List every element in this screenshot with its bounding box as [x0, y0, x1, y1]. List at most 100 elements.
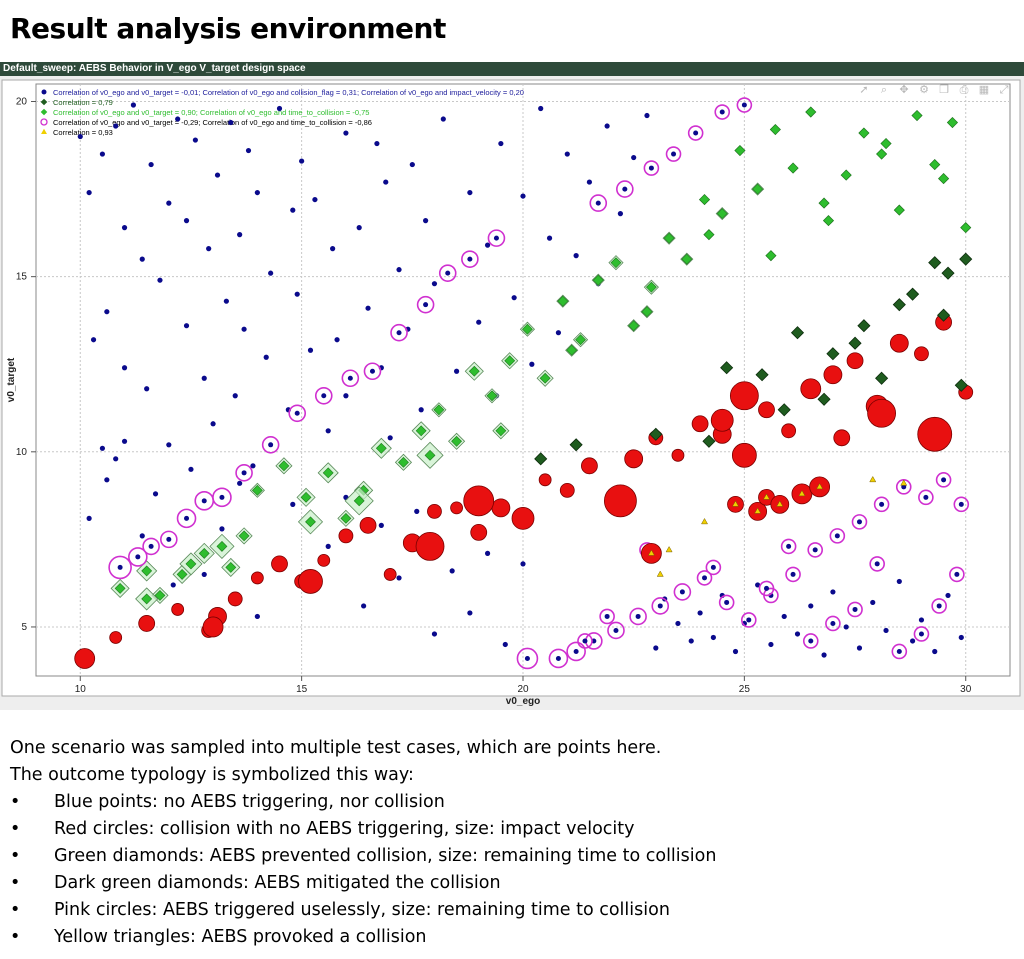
provoked-triangle: [732, 500, 739, 507]
data-point: [918, 617, 925, 623]
useless-ring-center: [635, 613, 641, 619]
useless-ring: [363, 362, 382, 381]
useless-ring: [873, 496, 890, 513]
legend-marker: [41, 128, 47, 134]
data-point: [312, 196, 318, 203]
collision-circle: [731, 442, 757, 468]
useless-ring-center: [954, 571, 960, 577]
useless-ring-center: [166, 536, 172, 542]
prevented-diamond: [663, 232, 675, 244]
print-icon[interactable]: ⎙: [959, 84, 969, 96]
useless-ring: [643, 160, 660, 176]
prevented-diamond: [610, 257, 622, 269]
useless-ring-center: [184, 515, 190, 521]
data-point: [214, 172, 221, 178]
data-point: [883, 627, 889, 634]
mitigated-diamond: [702, 434, 716, 448]
y-tick-label: 10: [16, 447, 28, 458]
prevented-diamond: [424, 449, 436, 461]
useless-ring: [953, 496, 970, 513]
useless-ring: [176, 508, 197, 529]
prevented-diamond: [893, 204, 905, 216]
useless-ring-center: [852, 606, 858, 612]
data-point: [870, 599, 876, 606]
data-point: [414, 508, 420, 514]
mitigated-diamond: [720, 361, 734, 375]
data-point: [467, 189, 473, 196]
prevented-diamond: [251, 484, 263, 496]
useless-ring: [599, 608, 615, 625]
legend-text: Correlation = 0,79: [53, 98, 113, 107]
provoked-triangle: [647, 549, 655, 556]
pan-icon[interactable]: ✥: [899, 84, 909, 96]
description: One scenario was sampled into multiple t…: [10, 735, 1014, 951]
fit-icon[interactable]: ⤢: [999, 84, 1009, 96]
data-point: [511, 295, 517, 301]
provoked-triangle: [701, 517, 709, 525]
prevented-diamond: [225, 561, 237, 573]
prevented-diamond: [353, 495, 365, 507]
useless-ring: [758, 580, 775, 597]
collision-circle: [250, 571, 264, 585]
useless-ring-center: [219, 494, 225, 500]
prevented-diamond: [278, 460, 290, 472]
useless-ring-center: [724, 599, 730, 605]
grid-icon[interactable]: ▦: [978, 84, 990, 96]
useless-ring-center: [719, 109, 725, 115]
data-point: [228, 119, 234, 126]
collision-circle: [227, 591, 243, 607]
chart-toolbar: ➚ ⌕ ✥ ⚙ ❐ ⎙ ▦ ⤢: [856, 82, 1012, 98]
collision-circle: [427, 503, 442, 519]
data-point: [104, 477, 110, 483]
settings-icon[interactable]: ⚙: [919, 84, 929, 96]
pointer-icon[interactable]: ➚: [859, 84, 869, 96]
data-point: [201, 375, 207, 381]
useless-ring: [629, 607, 647, 626]
prevented-diamond: [960, 222, 972, 234]
data-point: [781, 613, 787, 620]
data-point: [166, 200, 172, 206]
scatter-plot[interactable]: Correlation of v0_ego and v0_target = -0…: [0, 76, 1024, 710]
prevented-diamond: [495, 425, 507, 437]
collision-circle: [463, 485, 495, 517]
collision-circle: [710, 408, 734, 432]
prevented-diamond: [641, 306, 653, 318]
useless-ring: [935, 472, 952, 488]
series-triangle: [640, 475, 908, 577]
data-point: [166, 442, 172, 448]
collision-circle: [559, 482, 575, 498]
data-point: [276, 105, 283, 112]
data-point: [294, 291, 300, 297]
bullet-item: Dark green diamonds: AEBS mitigated the …: [10, 870, 1014, 897]
useless-ring: [714, 104, 731, 120]
collision-circle: [383, 568, 397, 581]
legend-marker: [41, 89, 47, 95]
useless-ring: [696, 570, 713, 586]
data-point: [254, 613, 260, 620]
useless-ring-center: [693, 130, 699, 136]
useless-ring: [891, 643, 908, 660]
provoked-triangle: [869, 475, 877, 483]
mitigated-diamond: [755, 368, 769, 382]
prevented-diamond: [938, 173, 950, 185]
useless-ring: [589, 194, 608, 212]
legend-text: Correlation = 0,93: [53, 128, 113, 137]
zoom-icon[interactable]: ⌕: [880, 84, 888, 96]
useless-ring-center: [671, 151, 677, 157]
provoked-triangle: [900, 479, 908, 486]
collision-circle: [271, 555, 288, 573]
data-point: [617, 211, 624, 217]
useless-ring: [487, 229, 506, 247]
mitigated-diamond: [649, 427, 663, 441]
provoked-triangle: [816, 482, 824, 490]
description-line-1: One scenario was sampled into multiple t…: [10, 738, 662, 758]
copy-icon[interactable]: ❐: [939, 84, 949, 96]
collision-circle: [671, 448, 685, 462]
data-point: [538, 105, 544, 112]
mitigated-diamond: [954, 378, 968, 392]
collision-circle: [511, 506, 535, 530]
collision-circle: [109, 631, 123, 644]
useless-ring-center: [874, 561, 880, 567]
mitigated-diamond: [777, 403, 791, 417]
